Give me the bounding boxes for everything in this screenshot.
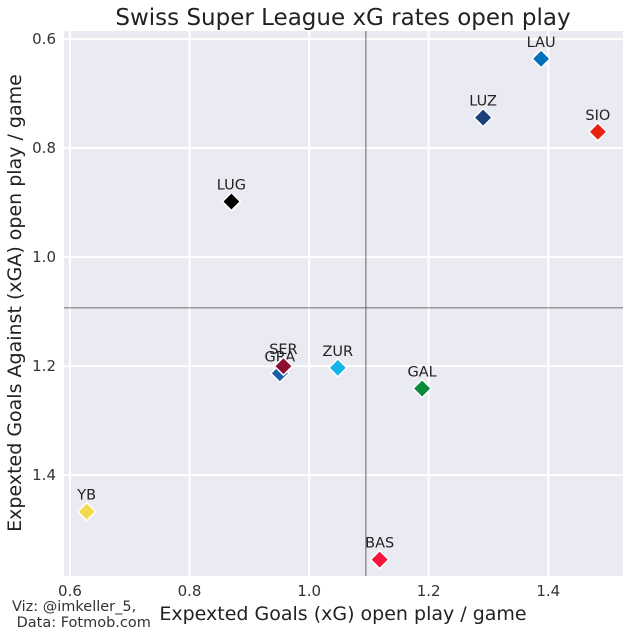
x-tick-labels: 0.6 0.8 1.0 1.2 1.4 <box>58 582 560 600</box>
point-marker <box>273 356 294 377</box>
x-tick-label: 1.0 <box>297 582 321 600</box>
point-marker <box>76 501 97 522</box>
x-tick-label: 1.4 <box>536 582 560 600</box>
point-lug: LUG <box>217 178 246 212</box>
point-label: SIO <box>585 108 610 124</box>
point-ser: SER <box>269 342 298 377</box>
point-label: BAS <box>365 536 394 552</box>
credits: Viz: @imkeller_5, Data: Fotmob.com <box>12 599 151 631</box>
point-yb: YB <box>76 488 97 522</box>
x-axis-label: Expexted Goals (xG) open play / game <box>159 603 526 625</box>
y-tick-labels: 0.6 0.8 1.0 1.2 1.4 <box>32 30 56 484</box>
point-label: SER <box>269 342 297 358</box>
point-marker <box>412 378 433 399</box>
point-label: LUG <box>217 178 246 194</box>
chart-title: Swiss Super League xG rates open play <box>115 5 570 31</box>
y-tick-label: 1.2 <box>32 357 56 375</box>
y-tick-label: 0.6 <box>32 30 56 48</box>
x-tick-label: 1.2 <box>417 582 441 600</box>
point-label: LAU <box>527 35 556 51</box>
x-gridlines <box>68 31 550 576</box>
y-tick-label: 0.8 <box>32 139 56 157</box>
y-axis-label: Expexted Goals Against (xGA) open play /… <box>4 74 26 532</box>
x-tick-label: 0.8 <box>178 582 202 600</box>
point-marker <box>587 121 608 142</box>
point-label: GAL <box>408 365 437 381</box>
point-zur: ZUR <box>323 344 354 378</box>
credit-viz: Viz: @imkeller_5, <box>12 599 137 615</box>
reference-lines <box>64 31 623 576</box>
point-label: LUZ <box>469 94 497 110</box>
point-label: ZUR <box>323 344 354 360</box>
point-bas: BAS <box>365 536 394 570</box>
point-sio: SIO <box>585 108 610 142</box>
y-tick-label: 1.4 <box>32 466 56 484</box>
credit-data: Data: Fotmob.com <box>12 615 151 631</box>
point-label: YB <box>76 488 96 504</box>
point-marker <box>369 549 390 570</box>
point-marker <box>531 48 552 69</box>
x-tick-label: 0.6 <box>58 582 82 600</box>
point-marker <box>221 191 242 212</box>
plot-area <box>64 31 623 576</box>
point-luz: LUZ <box>469 94 497 128</box>
point-marker <box>473 107 494 128</box>
y-tick-label: 1.0 <box>32 248 56 266</box>
point-gal: GAL <box>408 365 437 399</box>
point-lau: LAU <box>527 35 556 69</box>
point-marker <box>327 357 348 378</box>
